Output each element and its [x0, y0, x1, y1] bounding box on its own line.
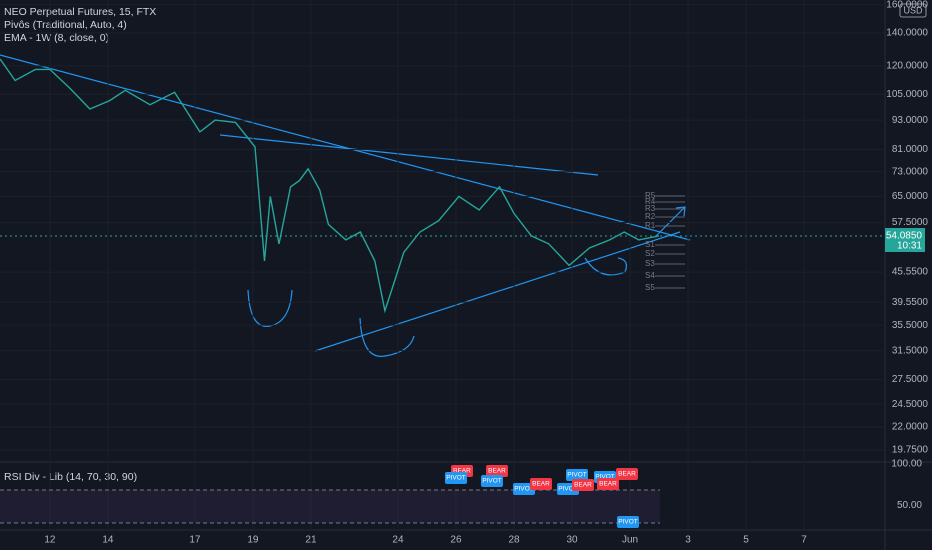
- badge-label: BEAR: [532, 481, 550, 488]
- badge-label: PIVOT: [514, 486, 534, 493]
- y-tick-label: 105.0000: [886, 89, 928, 100]
- badge: [530, 478, 552, 490]
- x-tick-label: 26: [450, 535, 462, 546]
- x-tick-label: 3: [685, 535, 691, 546]
- trendline: [219, 134, 599, 176]
- x-tick-label: 19: [247, 535, 259, 546]
- pivot-label: R3: [645, 204, 656, 213]
- x-tick-label: 24: [392, 535, 404, 546]
- arrow: [654, 206, 686, 238]
- rsi-band: [0, 490, 660, 523]
- x-tick-label: 21: [305, 535, 317, 546]
- badge: [513, 483, 535, 495]
- y-tick-label: 81.0000: [892, 144, 929, 155]
- pivot-label: S1: [645, 240, 655, 249]
- badge: [572, 479, 594, 491]
- price-tag: [885, 228, 925, 252]
- trendline: [0, 54, 691, 241]
- ema-legend: EMA - 1W (8, close, 0): [4, 32, 109, 44]
- currency[interactable]: USD: [903, 5, 923, 15]
- pivot-label: S5: [645, 283, 655, 292]
- pivot-label: S3: [645, 259, 655, 268]
- badge: [597, 478, 619, 490]
- y-tick-label: 57.5000: [892, 217, 929, 228]
- y-tick-label: 45.5500: [892, 267, 929, 278]
- rsi-tick-label: 50.00: [897, 500, 922, 511]
- badge: [445, 472, 467, 484]
- pivot-label: R2: [645, 212, 656, 221]
- pivot-label: R1: [645, 221, 656, 230]
- badge-label: PIVOT: [446, 475, 466, 482]
- y-tick-label: 31.5000: [892, 345, 929, 356]
- badge-label: PIVOT: [618, 519, 638, 526]
- badge-label: BEAR: [599, 481, 617, 488]
- last-price: 54.0850: [886, 231, 923, 242]
- badge-label: BEAR: [488, 468, 506, 475]
- currency-box[interactable]: [899, 3, 927, 18]
- drawings: [0, 54, 691, 357]
- pivot-label: R4: [645, 197, 656, 206]
- badge-label: PIVOT: [558, 486, 578, 493]
- symbol-title: NEO Perpetual Futures, 15, FTX: [4, 6, 156, 18]
- y-tick-label: 35.5000: [892, 320, 929, 331]
- badge: [481, 475, 503, 487]
- pivots-legend: Pivôs (Traditional, Auto, 4): [4, 19, 127, 31]
- y-tick-label: 120.0000: [886, 60, 928, 71]
- y-tick-label: 93.0000: [892, 115, 929, 126]
- badge-label: PIVOT: [595, 474, 615, 481]
- y-tick-label: 140.0000: [886, 28, 928, 39]
- x-tick-label: 30: [566, 535, 578, 546]
- x-tick-label: 7: [801, 535, 807, 546]
- x-tick-label: 12: [44, 535, 56, 546]
- y-tick-label: 24.5000: [892, 399, 929, 410]
- badge: [486, 465, 508, 477]
- pivot-label: R5: [645, 191, 656, 200]
- x-tick-label: 5: [743, 535, 749, 546]
- y-tick-label: 22.0000: [892, 422, 929, 433]
- rsi-title: RSI Div - Lib (14, 70, 30, 90): [4, 471, 137, 483]
- pivot-label: S2: [645, 249, 655, 258]
- badge-label: PIVOT: [482, 478, 502, 485]
- badge: [617, 516, 639, 528]
- rsi-tick-label: 100.00: [891, 459, 922, 470]
- x-tick-label: 28: [508, 535, 520, 546]
- badge: [616, 468, 638, 480]
- x-tick-label: 14: [102, 535, 114, 546]
- price-line: [0, 58, 660, 314]
- badge-label: BEAR: [618, 471, 636, 478]
- y-tick-label: 160.0000: [886, 0, 928, 10]
- badge: [566, 469, 588, 481]
- badge-label: BEAR: [453, 468, 471, 475]
- badge-label: PIVOT: [567, 472, 587, 479]
- y-tick-label: 27.5000: [892, 374, 929, 385]
- curve: [247, 289, 293, 327]
- curve: [359, 317, 415, 357]
- countdown: 10:31: [897, 241, 922, 252]
- y-tick-label: 39.5500: [892, 297, 929, 308]
- y-tick-label: 65.0000: [892, 191, 929, 202]
- x-tick-label: Jun: [622, 535, 638, 546]
- x-tick-label: 17: [189, 535, 201, 546]
- y-tick-label: 19.7500: [892, 445, 929, 456]
- y-tick-label: 73.0000: [892, 166, 929, 177]
- badge-label: BEAR: [574, 482, 592, 489]
- pivot-label: S4: [645, 271, 655, 280]
- trendline: [314, 231, 681, 352]
